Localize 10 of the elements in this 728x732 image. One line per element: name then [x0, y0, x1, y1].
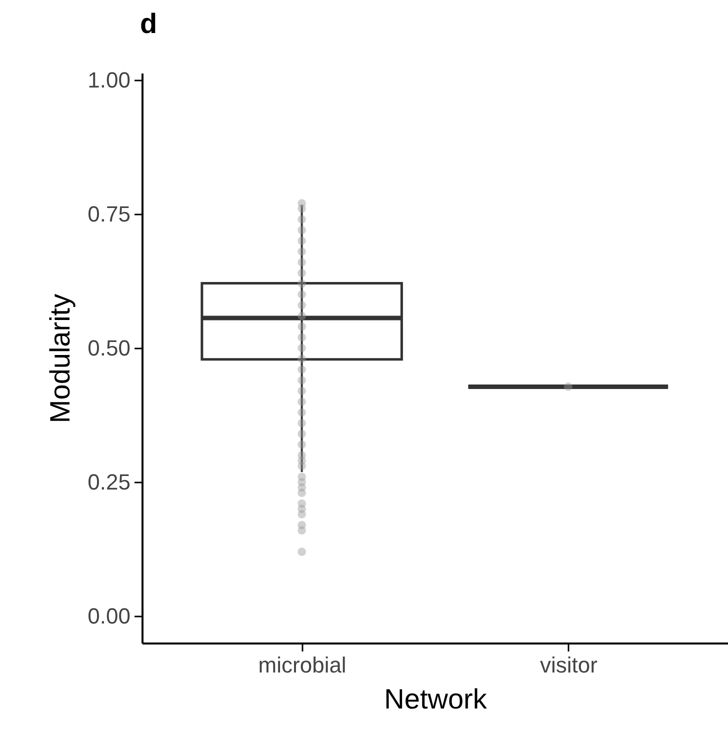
y-tick-label: 1.00: [88, 67, 130, 92]
chart-title: d: [140, 8, 158, 39]
y-tick-label: 0.25: [88, 470, 130, 495]
x-tick-label: microbial: [258, 652, 346, 678]
x-axis-title: Network: [384, 684, 488, 714]
y-tick-label: 0.50: [88, 336, 130, 361]
x-tick-label: visitor: [540, 652, 598, 678]
y-tick-label: 0.00: [88, 604, 130, 629]
y-tick-label: 0.75: [88, 202, 130, 227]
y-axis-title: Modularity: [44, 294, 76, 424]
